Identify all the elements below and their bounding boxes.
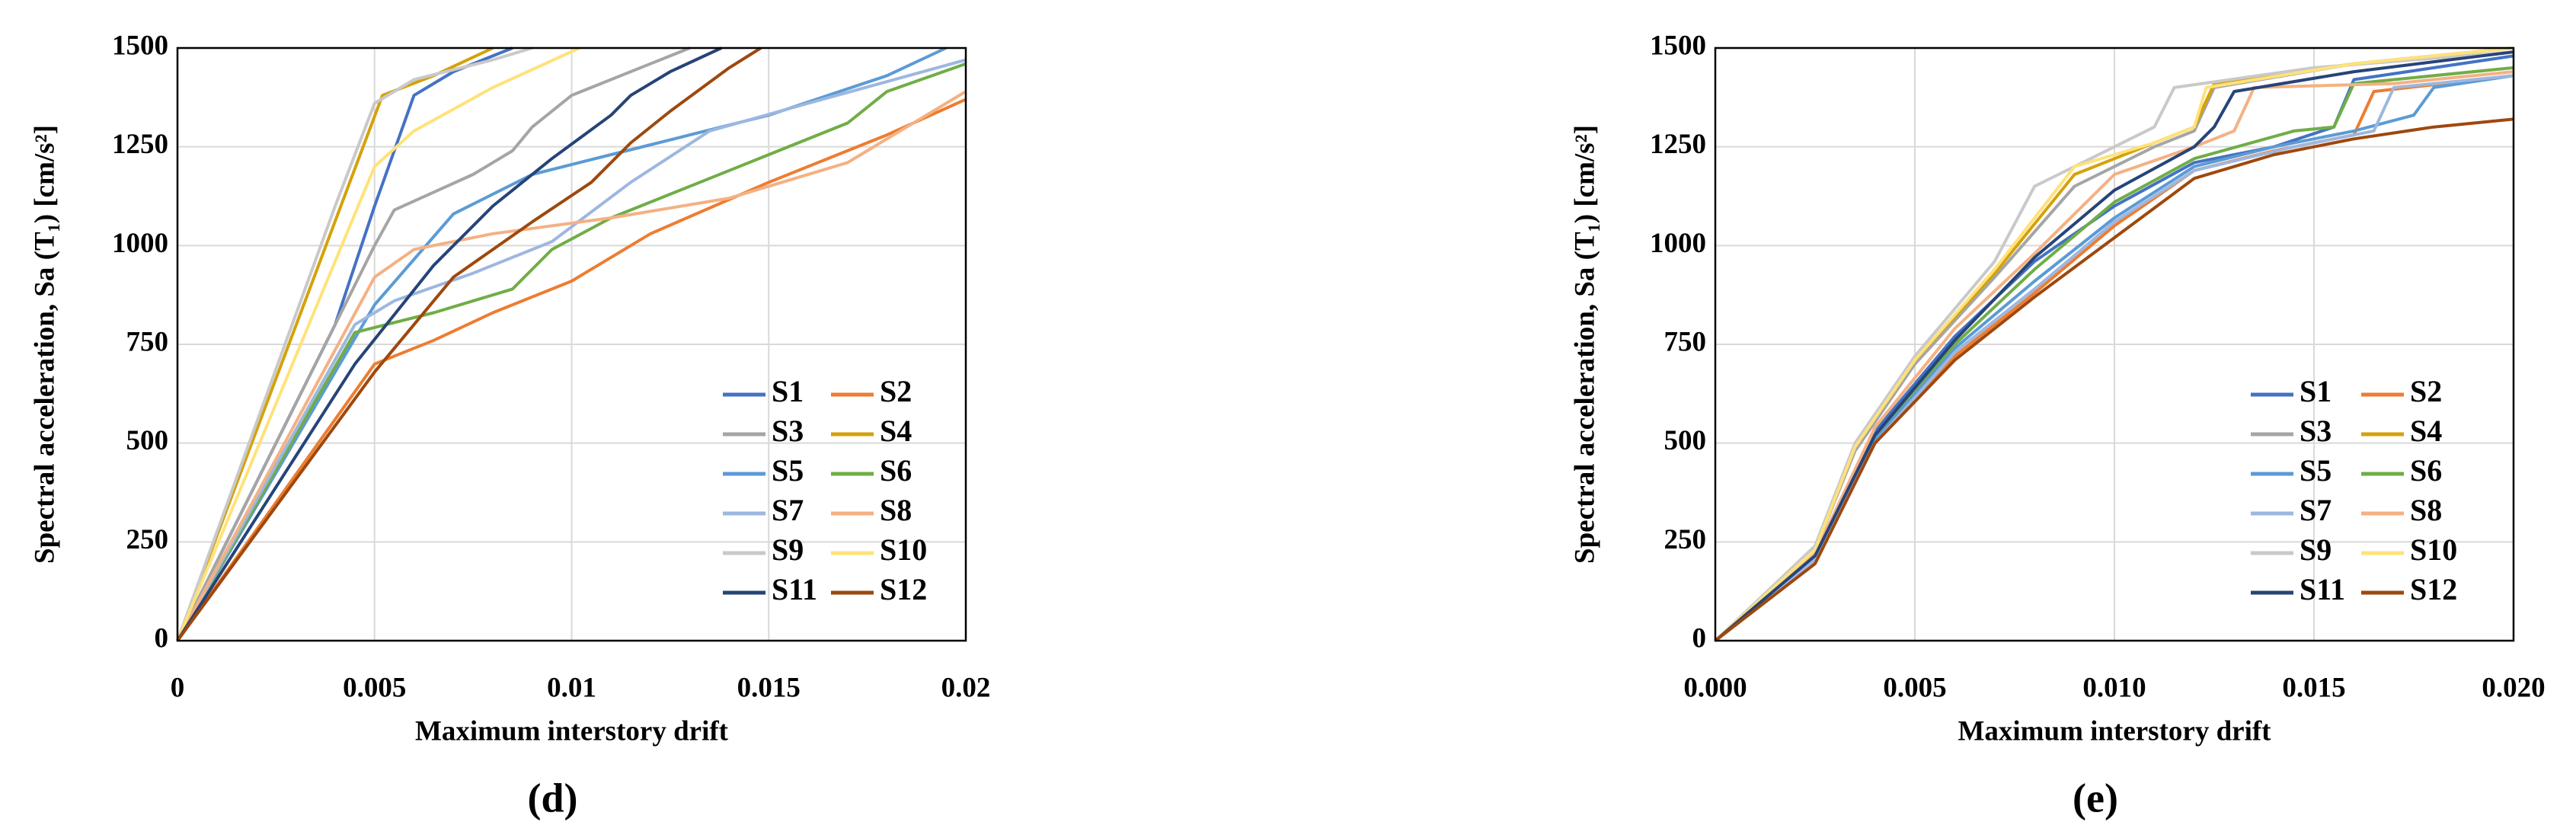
series-line (1714, 50, 2514, 642)
y-tick-label: 250 (1664, 524, 1707, 555)
series-line (176, 90, 967, 641)
legend-label: S7 (2300, 493, 2332, 527)
legend-label: S4 (880, 414, 912, 448)
legend-label: S9 (2300, 533, 2332, 567)
x-tick-label: 0 (171, 672, 185, 703)
x-tick-label: 0.005 (1883, 672, 1946, 703)
x-tick-label: 0.020 (2482, 672, 2545, 703)
y-tick-label: 1500 (112, 30, 168, 61)
legend-label: S7 (772, 493, 804, 527)
series-line (176, 46, 580, 641)
x-tick-label: 0.015 (2282, 672, 2345, 703)
y-tick-label: 1000 (112, 228, 168, 259)
legend-label: S11 (2300, 572, 2345, 606)
x-axis-title: Maximum interstory drift (1958, 715, 2271, 747)
caption: (d) (528, 775, 578, 820)
legend-label: S12 (2410, 572, 2457, 606)
y-tick-label: 1250 (1650, 129, 1706, 160)
x-tick-label: 0.015 (737, 672, 801, 703)
y-tick-label: 500 (126, 425, 169, 456)
x-axis-title: Maximum interstory drift (415, 715, 729, 747)
y-tick-label: 750 (1664, 326, 1707, 357)
x-tick-label: 0.01 (547, 672, 596, 703)
legend-label: S3 (2300, 414, 2332, 448)
series-line (1714, 46, 2514, 642)
x-tick-label: 0.02 (941, 672, 991, 703)
x-tick-label: 0.000 (1683, 672, 1747, 703)
y-axis-title: Spectral acceleration, Sa (T₁) [cm/s²] (29, 125, 60, 564)
legend-label: S4 (2410, 414, 2442, 448)
series-line (176, 46, 722, 642)
legend-label: S11 (772, 572, 817, 606)
y-tick-label: 1000 (1650, 228, 1706, 259)
series-line (176, 46, 691, 641)
legend-label: S5 (2300, 453, 2332, 488)
legend-label: S12 (880, 572, 927, 606)
legend-label: S1 (2300, 374, 2332, 408)
series-line (176, 46, 947, 642)
plot-frame (1714, 46, 2515, 642)
y-tick-label: 500 (1664, 425, 1707, 456)
x-tick-label: 0.010 (2082, 672, 2146, 703)
plot-frame (176, 46, 967, 642)
legend-label: S8 (2410, 493, 2442, 527)
y-tick-label: 750 (126, 326, 169, 357)
y-tick-label: 0 (155, 622, 169, 654)
legend-label: S1 (772, 374, 804, 408)
series-line (176, 98, 967, 642)
legend-label: S10 (880, 533, 927, 567)
y-tick-label: 0 (1692, 622, 1707, 654)
series-line (1714, 70, 2514, 642)
y-tick-label: 250 (126, 524, 169, 555)
legend-label: S6 (2410, 453, 2442, 488)
legend-label: S3 (772, 414, 804, 448)
series-line (176, 46, 533, 641)
y-axis-title: Spectral acceleration, Sa (T₁) [cm/s²] (1569, 125, 1600, 564)
legend-label: S2 (2410, 374, 2442, 408)
legend-label: S8 (880, 493, 912, 527)
legend-label: S2 (880, 374, 912, 408)
legend-label: S6 (880, 453, 912, 488)
series-line (176, 46, 762, 642)
series-line (176, 62, 967, 641)
legend-label: S5 (772, 453, 804, 488)
series-line (176, 46, 494, 641)
y-tick-label: 1250 (112, 129, 168, 160)
caption: (e) (2073, 775, 2118, 820)
legend-label: S9 (772, 533, 804, 567)
y-tick-label: 1500 (1650, 30, 1706, 61)
legend-label: S10 (2410, 533, 2457, 567)
x-tick-label: 0.005 (343, 672, 406, 703)
series-line (176, 58, 967, 641)
series-line (1714, 117, 2514, 642)
